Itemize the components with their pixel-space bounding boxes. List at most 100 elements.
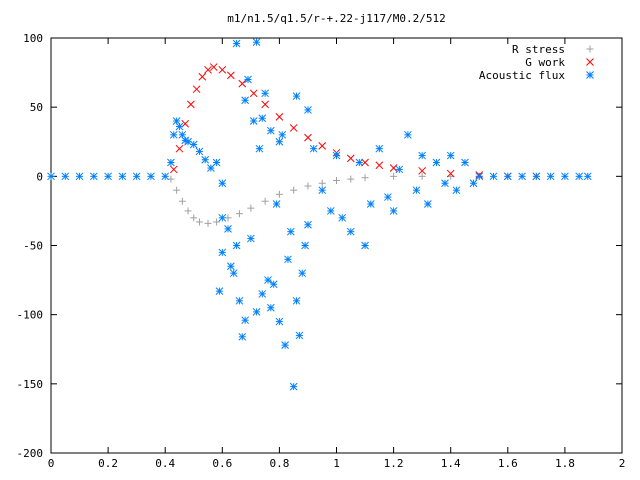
y-tick-label: 0 xyxy=(36,170,43,183)
data-point xyxy=(412,186,421,195)
x-tick-label: 1.2 xyxy=(384,457,404,470)
x-tick-label: 1.8 xyxy=(555,457,575,470)
data-point xyxy=(218,213,227,222)
data-point xyxy=(104,172,112,181)
data-point xyxy=(175,144,184,153)
legend-label: G work xyxy=(525,56,565,69)
data-point xyxy=(212,158,221,167)
legend-marker xyxy=(586,58,594,66)
data-point xyxy=(575,172,584,181)
data-point xyxy=(275,317,284,326)
data-point xyxy=(238,79,247,88)
data-point xyxy=(192,85,201,94)
data-point xyxy=(418,166,427,175)
data-point xyxy=(432,158,441,167)
data-point xyxy=(261,100,269,109)
data-point xyxy=(309,144,318,153)
data-point xyxy=(269,280,278,289)
data-point xyxy=(518,172,526,181)
data-point xyxy=(289,124,298,132)
data-point xyxy=(418,151,427,160)
data-point xyxy=(546,172,555,181)
data-point xyxy=(241,96,249,105)
data-point xyxy=(252,38,261,47)
data-point xyxy=(561,172,569,181)
x-tick-label: 1 xyxy=(333,457,340,470)
data-point xyxy=(292,92,301,100)
data-point xyxy=(304,133,312,142)
data-point xyxy=(209,63,218,71)
data-point xyxy=(246,234,255,243)
data-point xyxy=(169,165,178,174)
data-point xyxy=(290,186,298,194)
data-point xyxy=(461,158,469,167)
data-point xyxy=(227,262,235,271)
data-point xyxy=(452,186,461,195)
data-point xyxy=(161,172,170,181)
data-point xyxy=(395,165,404,174)
data-point xyxy=(47,172,55,181)
x-tick-label: 0.6 xyxy=(212,457,232,470)
data-point xyxy=(184,207,192,215)
data-point xyxy=(218,179,227,188)
data-point xyxy=(424,200,432,208)
data-point xyxy=(238,332,247,341)
data-point xyxy=(475,172,484,181)
data-point xyxy=(441,179,449,188)
legend-label: Acoustic flux xyxy=(479,69,565,82)
data-point xyxy=(583,172,592,181)
data-point xyxy=(278,130,287,139)
data-point xyxy=(249,89,258,98)
data-point xyxy=(266,126,275,135)
data-point xyxy=(198,72,207,81)
data-point xyxy=(195,147,204,156)
data-point xyxy=(355,158,364,167)
data-point xyxy=(169,130,178,139)
data-point xyxy=(295,331,304,340)
data-point xyxy=(229,269,238,278)
plot-frame xyxy=(50,37,623,454)
data-point xyxy=(292,296,301,305)
data-point xyxy=(304,106,312,114)
data-point xyxy=(361,174,369,182)
data-point xyxy=(304,182,312,190)
data-point xyxy=(361,158,369,167)
x-tick-label: 0 xyxy=(48,457,55,470)
data-point xyxy=(338,213,347,222)
chart-title: m1/n1.5/q1.5/r-+.22-j117/M0.2/512 xyxy=(227,12,446,25)
data-point xyxy=(213,218,221,226)
data-point xyxy=(266,303,275,312)
data-point xyxy=(187,100,195,109)
data-point xyxy=(178,130,187,139)
x-tick-label: 0.4 xyxy=(155,457,175,470)
data-point xyxy=(318,186,327,195)
data-point xyxy=(390,172,398,180)
data-point xyxy=(178,197,186,205)
data-point xyxy=(275,190,283,198)
data-point xyxy=(489,172,498,181)
data-point xyxy=(503,172,512,181)
data-point xyxy=(361,241,369,250)
data-point xyxy=(298,269,307,278)
data-point xyxy=(175,122,184,131)
x-tick-label: 2 xyxy=(619,457,626,470)
y-tick-label: -50 xyxy=(23,240,43,253)
data-point xyxy=(264,276,272,284)
data-point xyxy=(232,39,241,48)
data-point xyxy=(218,248,227,257)
data-point xyxy=(375,161,384,170)
data-point xyxy=(469,179,478,188)
data-point xyxy=(275,137,284,146)
data-point xyxy=(389,164,398,172)
data-point xyxy=(272,200,281,208)
data-point xyxy=(167,158,175,167)
data-point xyxy=(252,308,261,316)
data-point xyxy=(241,316,249,325)
data-point xyxy=(75,172,84,181)
series-acoustic-flux xyxy=(47,38,592,391)
data-point xyxy=(318,179,326,187)
data-point xyxy=(132,172,141,181)
data-point xyxy=(289,382,298,391)
data-point xyxy=(89,172,98,181)
